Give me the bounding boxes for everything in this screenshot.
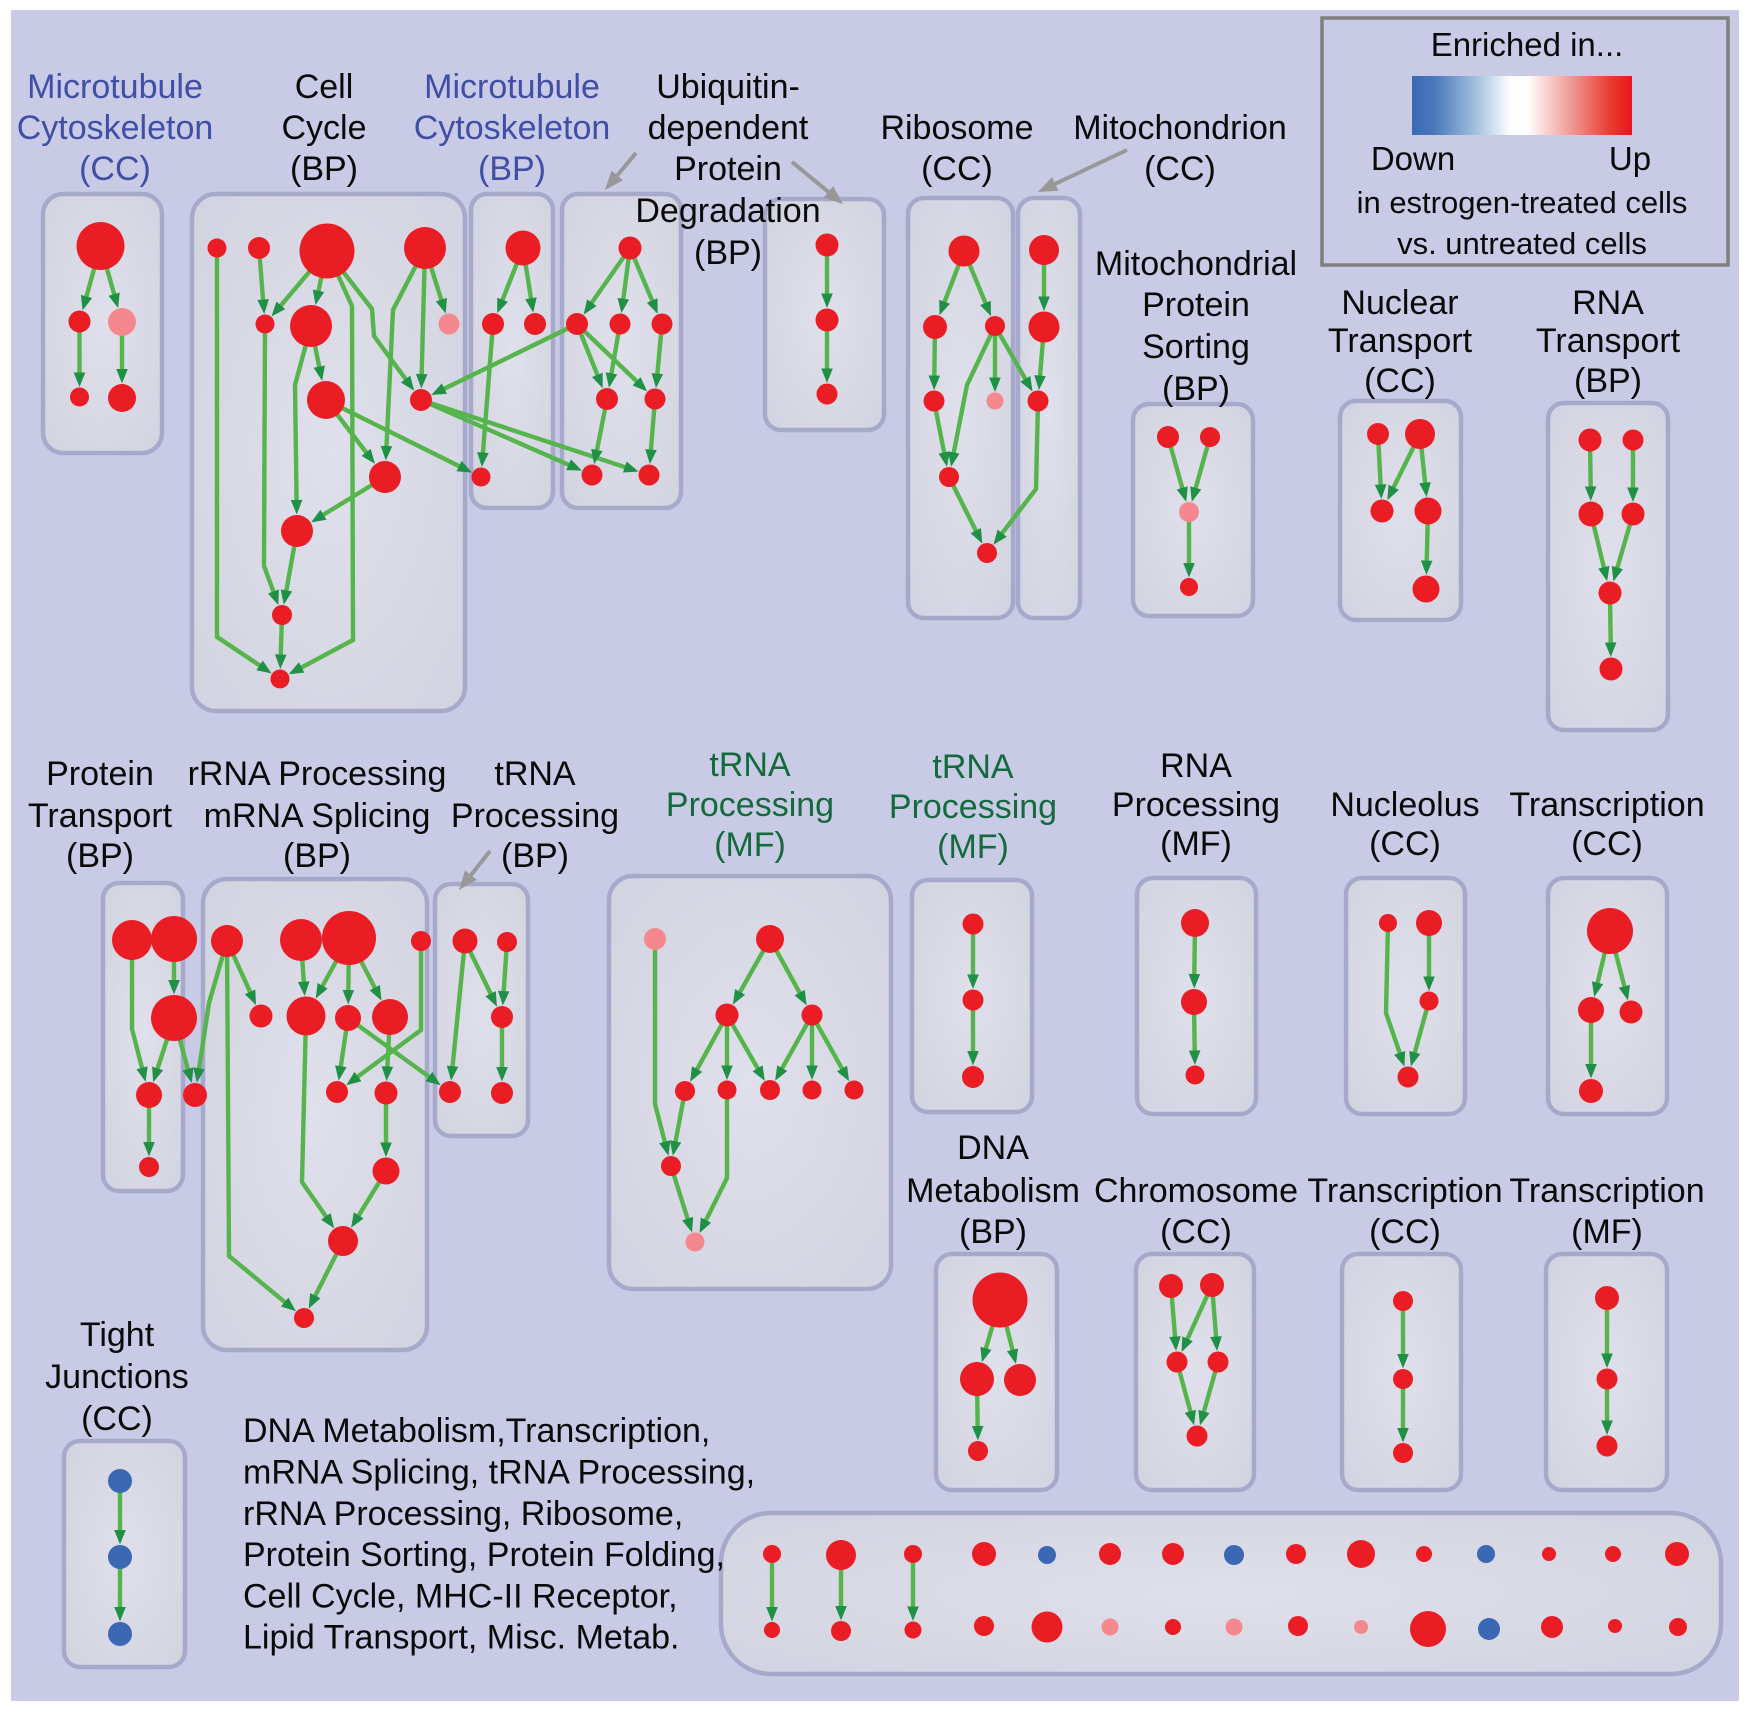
svg-text:tRNA: tRNA [494,755,576,793]
svg-text:Cycle: Cycle [281,109,366,147]
svg-text:(BP): (BP) [66,837,134,875]
svg-text:(BP): (BP) [501,837,569,875]
svg-text:(CC): (CC) [79,150,151,188]
svg-text:(BP): (BP) [1574,362,1642,400]
svg-text:rRNA Processing, Ribosome,: rRNA Processing, Ribosome, [243,1495,683,1533]
svg-text:Cytoskeleton: Cytoskeleton [17,109,214,147]
svg-text:Transport: Transport [1328,322,1473,360]
svg-text:Up: Up [1609,140,1651,177]
svg-text:Lipid Transport, Misc. Metab.: Lipid Transport, Misc. Metab. [243,1619,680,1657]
svg-text:Transport: Transport [28,797,173,835]
svg-text:(BP): (BP) [1162,370,1230,408]
svg-text:(BP): (BP) [694,234,762,272]
svg-text:(CC): (CC) [1369,825,1441,863]
svg-text:Cell: Cell [295,68,354,106]
svg-text:(CC): (CC) [81,1400,153,1438]
svg-text:mRNA Splicing, tRNA Processing: mRNA Splicing, tRNA Processing, [243,1454,755,1492]
svg-text:(CC): (CC) [921,150,993,188]
svg-text:Processing: Processing [1112,786,1280,824]
svg-text:Sorting: Sorting [1142,328,1250,366]
svg-text:Protein: Protein [46,755,154,793]
svg-text:tRNA: tRNA [709,746,791,784]
svg-text:Processing: Processing [666,786,834,824]
svg-text:(MF): (MF) [1571,1213,1643,1251]
svg-text:DNA Metabolism,Transcription,: DNA Metabolism,Transcription, [243,1412,710,1450]
svg-text:(MF): (MF) [714,826,786,864]
svg-text:Mitochondrial: Mitochondrial [1095,245,1297,283]
svg-text:(MF): (MF) [937,828,1009,866]
svg-text:Metabolism: Metabolism [906,1172,1080,1210]
svg-text:Protein: Protein [674,150,782,188]
svg-text:Tight: Tight [80,1316,155,1354]
svg-text:in estrogen-treated cells: in estrogen-treated cells [1357,185,1688,220]
svg-text:(CC): (CC) [1364,362,1436,400]
svg-text:Chromosome: Chromosome [1094,1172,1298,1210]
svg-text:(BP): (BP) [283,837,351,875]
svg-text:RNA: RNA [1572,284,1644,322]
svg-text:Microtubule: Microtubule [424,68,600,106]
svg-text:Mitochondrion: Mitochondrion [1073,109,1287,147]
svg-text:(BP): (BP) [478,150,546,188]
svg-text:Cell Cycle, MHC-II Receptor,: Cell Cycle, MHC-II Receptor, [243,1577,678,1615]
svg-text:Processing: Processing [451,797,619,835]
svg-text:Down: Down [1371,140,1455,177]
svg-text:vs. untreated cells: vs. untreated cells [1397,226,1647,261]
svg-text:rRNA Processing: rRNA Processing [188,755,447,793]
svg-text:Transcription: Transcription [1307,1172,1502,1210]
svg-text:Junctions: Junctions [45,1358,189,1396]
svg-text:Ribosome: Ribosome [880,109,1033,147]
svg-text:dependent: dependent [648,109,809,147]
svg-text:Cytoskeleton: Cytoskeleton [414,109,611,147]
svg-text:(CC): (CC) [1160,1213,1232,1251]
svg-text:Processing: Processing [889,788,1057,826]
svg-text:(BP): (BP) [290,150,358,188]
svg-text:Transport: Transport [1536,322,1681,360]
svg-text:(CC): (CC) [1571,825,1643,863]
svg-text:RNA: RNA [1160,747,1232,785]
svg-text:Protein Sorting, Protein Foldi: Protein Sorting, Protein Folding, [243,1536,725,1574]
svg-text:Transcription: Transcription [1509,786,1704,824]
svg-text:Nuclear: Nuclear [1341,284,1458,322]
svg-text:Enriched in...: Enriched in... [1431,26,1624,63]
svg-text:Microtubule: Microtubule [27,68,203,106]
svg-text:(BP): (BP) [959,1213,1027,1251]
svg-text:Degradation: Degradation [635,192,820,230]
svg-text:Nucleolus: Nucleolus [1330,786,1479,824]
svg-text:DNA: DNA [957,1129,1029,1167]
svg-text:Transcription: Transcription [1509,1172,1704,1210]
svg-text:(CC): (CC) [1369,1213,1441,1251]
svg-text:(CC): (CC) [1144,150,1216,188]
svg-text:mRNA Splicing: mRNA Splicing [204,797,431,835]
svg-text:tRNA: tRNA [932,748,1014,786]
svg-text:(MF): (MF) [1160,825,1232,863]
svg-text:Protein: Protein [1142,286,1250,324]
svg-text:Ubiquitin-: Ubiquitin- [656,68,800,106]
